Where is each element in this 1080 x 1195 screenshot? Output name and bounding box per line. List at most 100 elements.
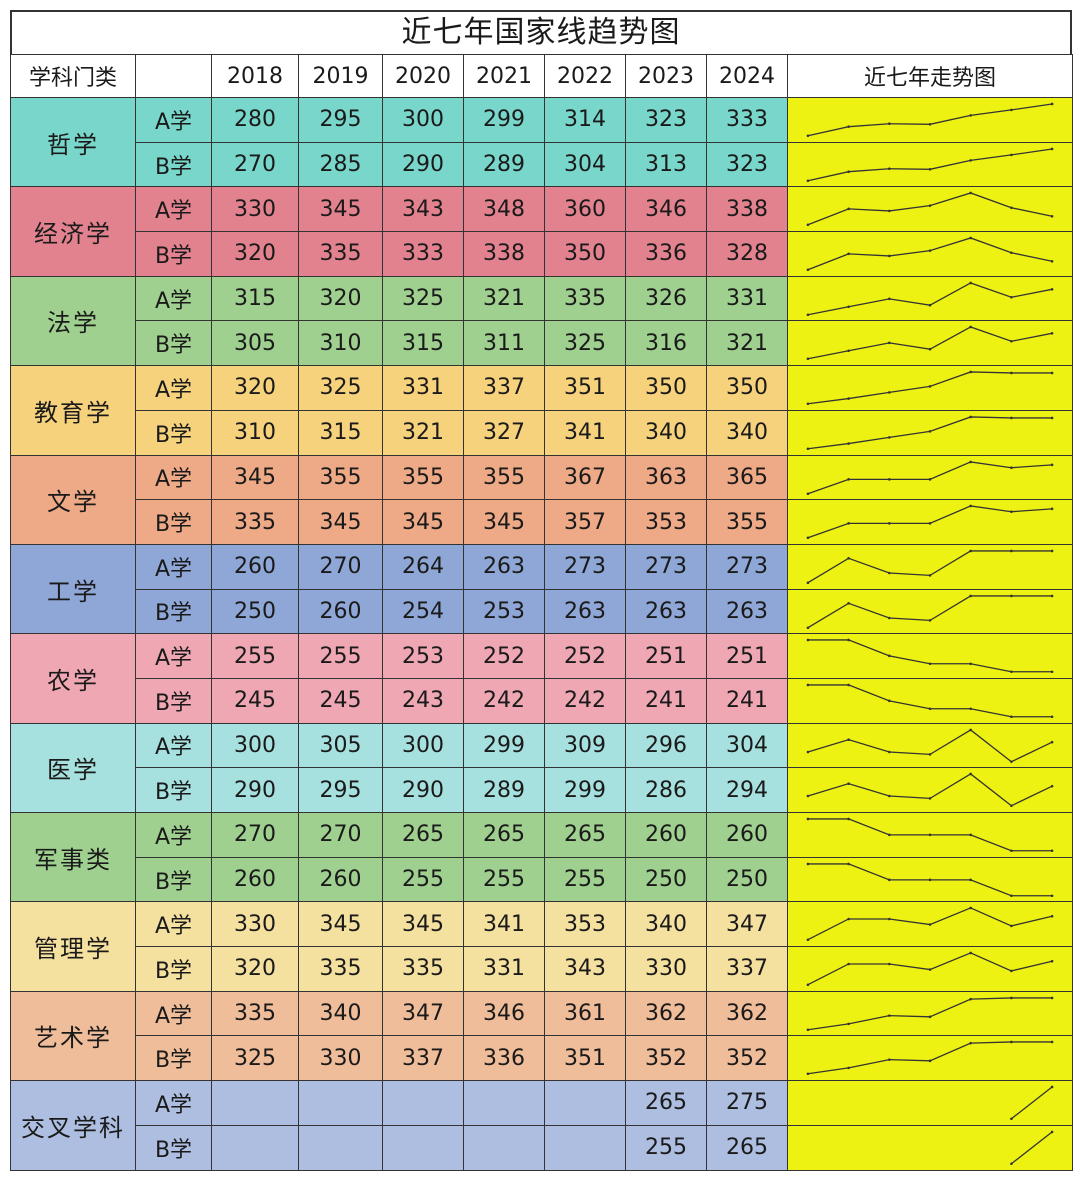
sparkline-point xyxy=(969,1042,972,1045)
trend-sparkline xyxy=(806,504,1054,540)
category-cell: 军事类 xyxy=(10,811,136,903)
score-cell: 255 xyxy=(211,633,299,679)
sparkline-point xyxy=(847,442,850,445)
header-row: 学科门类 2018 2019 2020 2021 2022 2023 2024 … xyxy=(10,54,1073,98)
table-row: 文学 A学 345 355 355 355 367 363 365 xyxy=(10,454,1073,545)
score-cell: 304 xyxy=(706,722,788,769)
sparkline-point xyxy=(806,683,810,687)
sparkline-point xyxy=(1050,785,1054,788)
trend-sparkline xyxy=(806,638,1054,674)
score-cell: 345 xyxy=(298,186,383,233)
score-cell: 325 xyxy=(382,275,464,322)
score-cell: 321 xyxy=(463,275,545,322)
score-cell: 290 xyxy=(211,767,299,813)
trend-sparkline-cell xyxy=(787,1124,1073,1171)
sparkline-point xyxy=(1010,849,1013,853)
sparkline-point xyxy=(1010,340,1013,343)
trend-sparkline xyxy=(806,594,1054,629)
score-cell: 335 xyxy=(298,231,383,277)
score-cell: 331 xyxy=(706,275,788,322)
score-cell: 305 xyxy=(211,320,299,367)
sparkline-point xyxy=(1010,894,1013,897)
sparkline-point xyxy=(1050,894,1054,897)
sparkline-point xyxy=(847,556,850,560)
score-cell: 253 xyxy=(382,633,464,679)
sparkline-point xyxy=(847,1022,850,1025)
score-cell xyxy=(463,1080,545,1126)
trend-sparkline xyxy=(806,951,1054,987)
sparkline-point xyxy=(1010,251,1013,255)
sparkline-point xyxy=(806,357,810,361)
score-cell: 338 xyxy=(463,231,545,277)
sparkline-point xyxy=(1010,760,1013,763)
sparkline-point xyxy=(847,349,850,353)
score-cell: 348 xyxy=(463,186,545,233)
sparkline-point xyxy=(806,1028,810,1031)
score-cell: 362 xyxy=(706,990,788,1037)
sparkline-point xyxy=(806,1072,810,1076)
score-cell: 253 xyxy=(463,588,545,635)
score-cell: 341 xyxy=(544,409,626,456)
score-cell: 260 xyxy=(625,812,707,858)
score-cell: 328 xyxy=(706,231,788,277)
score-cell: 365 xyxy=(706,454,788,501)
score-cell: 300 xyxy=(382,722,464,769)
sparkline-point xyxy=(806,313,810,316)
score-cell: 270 xyxy=(211,812,299,858)
score-cell: 330 xyxy=(211,901,299,948)
sparkline-point xyxy=(1050,416,1054,420)
table-row: 医学 A学 300 305 300 299 309 296 304 xyxy=(10,722,1073,814)
sparkline-point xyxy=(1010,1117,1013,1121)
trend-sparkline xyxy=(806,326,1054,361)
score-cell: 245 xyxy=(298,677,383,724)
score-cell: 243 xyxy=(382,677,464,724)
score-cell: 241 xyxy=(625,677,707,724)
sparkline-point xyxy=(847,862,850,865)
score-cell: 325 xyxy=(544,320,626,367)
trend-sparkline-cell xyxy=(787,141,1073,188)
score-cell: 320 xyxy=(211,365,299,411)
score-cell: 251 xyxy=(625,633,707,679)
category-cell: 管理学 xyxy=(10,901,136,992)
score-cell: 335 xyxy=(382,946,464,992)
score-cell: 295 xyxy=(298,767,383,813)
score-cell: 265 xyxy=(544,812,626,858)
group-cell: A学 xyxy=(135,275,212,322)
sparkline-point xyxy=(1050,715,1054,718)
score-cell: 337 xyxy=(706,946,788,992)
trend-sparkline-cell xyxy=(787,365,1073,411)
sparkline-path xyxy=(807,773,1053,807)
score-cell: 273 xyxy=(706,543,788,590)
score-cell: 314 xyxy=(544,97,626,143)
sparkline-point xyxy=(969,114,972,117)
group-cell: B学 xyxy=(135,1035,212,1082)
sparkline-point xyxy=(928,1059,932,1063)
header-year: 2024 xyxy=(706,54,788,98)
table-row: B学 325 330 337 336 351 352 352 xyxy=(10,1035,1073,1082)
group-cell: B学 xyxy=(135,409,212,456)
score-cell: 315 xyxy=(382,320,464,367)
sparkline-point xyxy=(969,907,972,910)
group-cell: B学 xyxy=(135,946,212,992)
score-cell: 335 xyxy=(544,275,626,322)
trend-sparkline-cell xyxy=(787,1080,1073,1126)
score-cell: 330 xyxy=(211,186,299,233)
sparkline-point xyxy=(847,252,850,256)
sparkline-point xyxy=(969,460,972,463)
group-cell: A学 xyxy=(135,1080,212,1126)
score-cell: 299 xyxy=(544,767,626,813)
group-cell: A学 xyxy=(135,990,212,1037)
score-cell xyxy=(211,1080,299,1126)
table-row: 管理学 A学 330 345 345 341 353 340 347 xyxy=(10,901,1073,992)
sparkline-point xyxy=(969,236,972,240)
sparkline-point xyxy=(847,817,850,821)
score-cell: 255 xyxy=(463,856,545,903)
score-cell: 265 xyxy=(382,812,464,858)
score-cell xyxy=(211,1124,299,1171)
sparkline-point xyxy=(847,170,850,173)
trend-sparkline-cell xyxy=(787,499,1073,545)
sparkline-point xyxy=(928,249,932,253)
sparkline-point xyxy=(1010,925,1013,928)
sparkline-point xyxy=(1050,594,1054,597)
score-cell xyxy=(544,1080,626,1126)
